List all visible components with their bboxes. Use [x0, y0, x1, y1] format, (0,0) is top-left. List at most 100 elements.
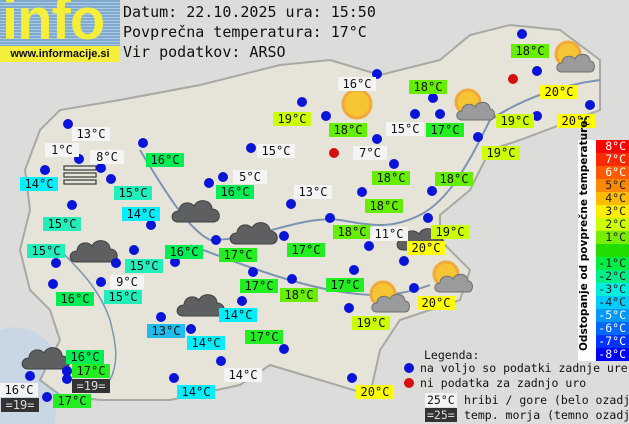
station-temperature-label: 16°C [66, 350, 104, 364]
station-temperature-label: 20°C [417, 296, 455, 310]
station-dot[interactable] [42, 392, 52, 402]
station-dot[interactable] [325, 213, 335, 223]
station-temperature-label: 19°C [273, 112, 311, 126]
mountain-temperature-label: 11°C [370, 227, 408, 241]
mountain-temperature-label: 14°C [224, 368, 262, 382]
station-temperature-label: 14°C [177, 385, 215, 399]
station-dot[interactable] [186, 324, 196, 334]
station-temperature-label: 14°C [122, 207, 160, 221]
station-dot[interactable] [211, 235, 221, 245]
station-temperature-label: 19°C [482, 146, 520, 160]
station-dot[interactable] [428, 93, 438, 103]
date-time: Datum: 22.10.2025 ura: 15:50 [123, 3, 376, 21]
station-dot[interactable] [473, 132, 483, 142]
station-dot[interactable] [169, 373, 179, 383]
station-dot[interactable] [74, 154, 84, 164]
logo-url[interactable]: www.informacije.si [0, 46, 120, 62]
station-dot[interactable] [372, 134, 382, 144]
station-dot[interactable] [146, 220, 156, 230]
station-dot[interactable] [96, 163, 106, 173]
station-dot-missing[interactable] [508, 74, 518, 84]
logo[interactable]: info www.informacije.si [0, 0, 120, 62]
station-dot[interactable] [364, 241, 374, 251]
station-dot[interactable] [297, 97, 307, 107]
station-temperature-label: 17°C [287, 243, 325, 257]
station-dot[interactable] [156, 312, 166, 322]
station-dot[interactable] [279, 344, 289, 354]
legend-missing: ni podatka za zadnjo uro [420, 376, 587, 390]
station-temperature-label: 18°C [280, 288, 318, 302]
cloud-icon [175, 290, 227, 322]
station-dot[interactable] [349, 265, 359, 275]
blue-dot-icon [404, 363, 414, 373]
station-temperature-label: 17°C [72, 364, 110, 378]
station-temperature-label: 16°C [216, 185, 254, 199]
station-dot[interactable] [40, 165, 50, 175]
sun-cloud-icon [428, 260, 474, 298]
station-dot[interactable] [585, 100, 595, 110]
station-dot[interactable] [170, 257, 180, 267]
station-temperature-label: 17°C [219, 248, 257, 262]
station-dot[interactable] [389, 159, 399, 169]
legend-available: na voljo so podatki zadnje ure [420, 361, 628, 375]
station-dot[interactable] [218, 172, 228, 182]
legend-sea-sample: =25= [425, 408, 457, 422]
station-dot[interactable] [279, 231, 289, 241]
station-dot[interactable] [62, 374, 72, 384]
station-temperature-label: 18°C [511, 44, 549, 58]
station-temperature-label: 20°C [540, 85, 578, 99]
station-temperature-label: 14°C [219, 308, 257, 322]
station-dot[interactable] [409, 283, 419, 293]
legend-mountain-text: hribi / gore (belo ozadje) [464, 393, 629, 407]
station-dot[interactable] [138, 138, 148, 148]
station-dot[interactable] [532, 111, 542, 121]
station-dot[interactable] [248, 267, 258, 277]
scale-title: Odstopanje od povprečne temperature: [578, 116, 590, 351]
station-dot-missing[interactable] [329, 148, 339, 158]
station-temperature-label: 15°C [43, 217, 81, 231]
scale-row: 4°C [596, 192, 629, 205]
station-dot[interactable] [435, 109, 445, 119]
station-dot[interactable] [532, 66, 542, 76]
station-temperature-label: 18°C [329, 123, 367, 137]
station-dot[interactable] [204, 178, 214, 188]
station-dot[interactable] [62, 366, 72, 376]
station-dot[interactable] [67, 200, 77, 210]
station-dot[interactable] [399, 256, 409, 266]
station-dot[interactable] [286, 199, 296, 209]
scale-row: -2°C [596, 270, 629, 283]
station-dot[interactable] [410, 109, 420, 119]
station-temperature-label: 18°C [372, 171, 410, 185]
station-dot[interactable] [372, 69, 382, 79]
station-dot[interactable] [63, 119, 73, 129]
station-dot[interactable] [129, 245, 139, 255]
scale-row: 6°C [596, 166, 629, 179]
station-dot[interactable] [517, 29, 527, 39]
station-dot[interactable] [347, 373, 357, 383]
mountain-temperature-label: 5°C [233, 170, 267, 184]
station-temperature-label: 16°C [146, 153, 184, 167]
station-dot[interactable] [48, 279, 58, 289]
station-dot[interactable] [216, 356, 226, 366]
station-temperature-label: 20°C [407, 241, 445, 255]
station-dot[interactable] [96, 277, 106, 287]
station-dot[interactable] [25, 371, 35, 381]
station-dot[interactable] [237, 296, 247, 306]
station-dot[interactable] [246, 143, 256, 153]
station-dot[interactable] [111, 258, 121, 268]
sea-temperature-label: =19= [1, 398, 39, 412]
sun-cloud-icon [450, 88, 496, 126]
station-dot[interactable] [423, 213, 433, 223]
station-dot[interactable] [321, 111, 331, 121]
station-temperature-label: 17°C [240, 279, 278, 293]
station-dot[interactable] [427, 186, 437, 196]
station-temperature-label: 13°C [147, 324, 185, 338]
scale-row: -6°C [596, 322, 629, 335]
station-dot[interactable] [357, 187, 367, 197]
station-dot[interactable] [106, 174, 116, 184]
station-dot[interactable] [344, 303, 354, 313]
station-dot[interactable] [51, 258, 61, 268]
station-dot[interactable] [287, 274, 297, 284]
station-temperature-label: 18°C [409, 80, 447, 94]
